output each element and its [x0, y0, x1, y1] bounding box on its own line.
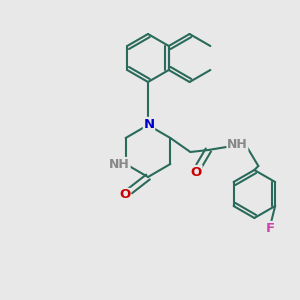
Text: NH: NH [109, 158, 130, 170]
Text: NH: NH [227, 139, 248, 152]
Text: N: N [143, 118, 155, 130]
Text: O: O [191, 166, 202, 178]
Text: F: F [266, 221, 275, 235]
Text: O: O [119, 188, 130, 202]
